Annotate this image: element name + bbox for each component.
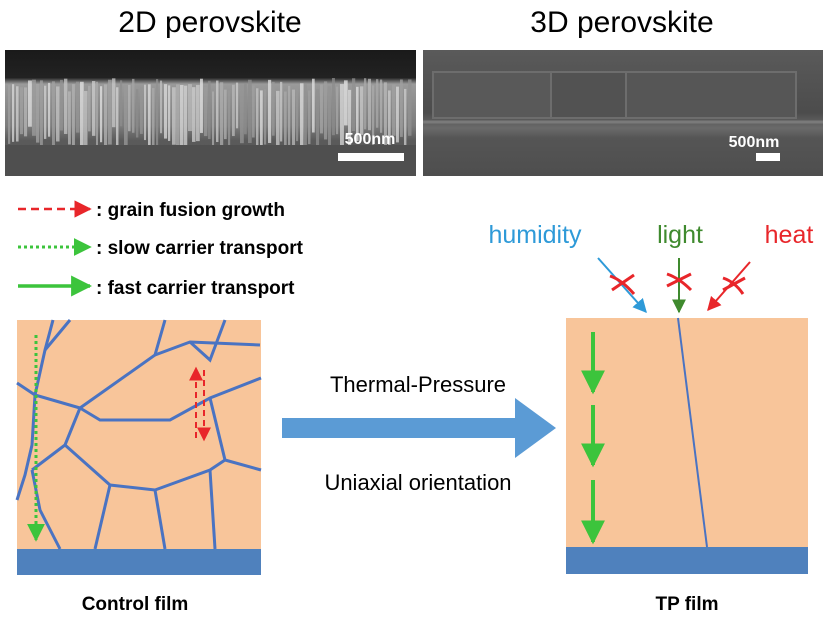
humidity-arrow [597,257,647,314]
sem-image-2d: 500nm [5,50,416,176]
stressor-heat: heat [765,221,814,249]
control-film-substrate [17,549,261,575]
control-film-layer [17,320,261,549]
process-label-uniaxial: Uniaxial orientation [324,470,511,495]
legend: : grain fusion growth : slow carrier tra… [18,200,304,299]
tp-film-diagram: TP film [566,317,808,615]
tp-film-substrate [566,547,808,574]
legend-label-grain-fusion: : grain fusion growth [96,200,285,221]
stressor-light: light [657,221,703,249]
blocked-cross-heat [722,276,746,295]
blocked-cross-humidity [609,273,636,295]
caption-tp-film: TP film [656,594,719,615]
process-label-thermal-pressure: Thermal-Pressure [330,372,506,397]
vertical-grain-boundary [677,317,708,548]
legend-label-fast-transport: : fast carrier transport [96,278,295,299]
process-arrow [282,398,556,458]
sem-image-3d: 500nm [423,50,823,176]
title-3d-perovskite: 3D perovskite [530,6,713,39]
legend-label-slow-transport: : slow carrier transport [96,238,304,259]
control-film-diagram: Control film [15,319,262,615]
stressors: humidity light heat [488,221,814,314]
caption-control-film: Control film [82,594,189,615]
tp-film-layer [566,318,808,547]
title-2d-perovskite: 2D perovskite [118,6,301,39]
stressor-humidity: humidity [488,221,582,249]
scale-bar-label-left: 500nm [345,131,396,148]
scale-bar-label-right: 500nm [729,134,780,151]
process-arrow-group: Thermal-Pressure Uniaxial orientation [282,372,556,495]
blocked-cross-light [666,272,693,292]
sem-grain-columns [8,78,412,155]
